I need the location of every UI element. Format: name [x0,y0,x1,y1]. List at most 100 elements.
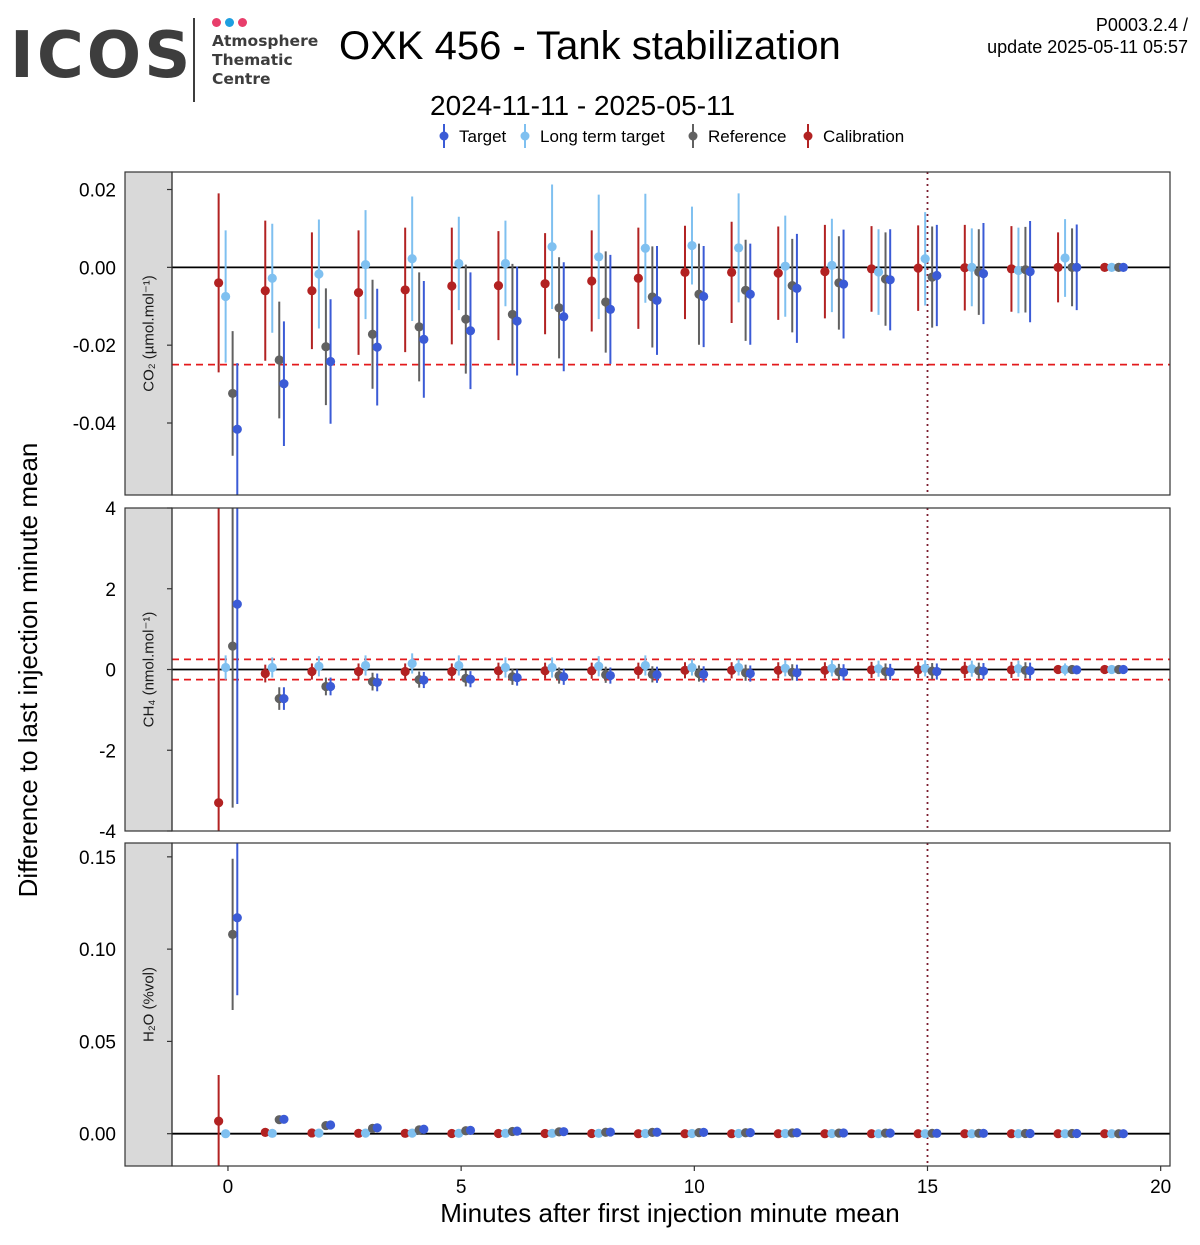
data-point [228,929,238,939]
data-point [633,666,643,676]
data-point [978,268,989,279]
data-point [512,316,522,326]
y-tick-label: 4 [105,499,116,520]
data-point [540,279,550,289]
data-point [353,288,364,298]
x-tick-label: 5 [456,1177,467,1198]
y-tick-label: -0.04 [73,414,117,435]
data-point [353,666,364,677]
data-point [1072,262,1082,272]
panel-strip [124,842,173,1167]
data-point [274,355,284,365]
data-point [407,254,417,264]
data-point [325,1120,336,1130]
data-point [640,660,650,671]
data-point [605,670,615,681]
data-point [360,260,371,270]
data-point [260,1127,270,1138]
data-point [267,662,277,673]
data-point [640,1128,650,1139]
data-point [885,275,895,285]
data-point [360,660,371,671]
data-point [228,388,238,399]
data-point [838,1128,849,1138]
y-tick-label: -2 [99,741,116,762]
y-tick-label: 0.15 [79,848,116,869]
data-point [500,1128,511,1138]
data-point [547,1128,557,1138]
y-tick-label: -0.02 [73,336,116,357]
data-point [680,665,690,675]
data-point [838,667,849,677]
data-point [873,267,884,277]
version-info: P0003.2.4 / update 2025-05-11 05:57 [987,14,1188,58]
data-point [500,258,511,269]
logo-dot-3 [238,18,247,27]
data-point [1053,664,1063,675]
data-point [214,798,224,808]
panel-frame [171,171,1171,496]
data-point [554,303,564,313]
data-point [221,662,231,673]
data-point [307,666,317,677]
data-point [913,263,923,273]
data-point [913,1129,923,1139]
data-point [920,1129,930,1139]
data-point [1107,1129,1117,1139]
legend-swatch-dot [439,131,449,141]
data-point [699,1127,709,1138]
data-point [652,295,662,306]
y-tick-label: -4 [99,822,116,843]
data-point [547,242,557,252]
data-point [454,1128,464,1138]
data-point [1072,665,1082,675]
logo-dot-1 [212,18,221,27]
data-point [652,1127,662,1137]
data-point [734,243,744,253]
x-axis: 0 5 10 15 20 Minutes after first injection mi… [223,1166,1171,1228]
data-point [307,286,317,296]
data-point [447,1128,457,1139]
data-point [734,1128,744,1139]
panel-frame [171,842,1171,1167]
legend-swatch-dot [688,131,698,141]
data-point [1072,1128,1082,1139]
data-point [885,667,895,677]
data-point [932,1128,942,1138]
data-point [866,264,877,274]
data-point [587,1128,597,1139]
data-point [307,1128,317,1138]
data-point [559,1127,569,1137]
data-point [967,1129,977,1139]
data-point [260,286,270,296]
data-point [913,665,923,675]
data-point [465,326,476,336]
data-point [1053,262,1063,272]
data-point [827,663,837,673]
y-tick-label: 0.02 [79,181,116,202]
legend: Target Long term target Reference Calibrati… [439,124,904,148]
legend-item-calibration: Calibration [803,124,904,148]
data-point [594,661,604,671]
data-point [820,1129,830,1139]
chart-subtitle: 2024-11-11 - 2025-05-11 [430,90,736,121]
data-point [960,263,970,273]
data-point [773,665,783,675]
data-point [773,1129,783,1139]
y-tick-label: 0.10 [79,940,116,961]
panel-strip [124,507,173,832]
panel-ch4: CH₄ (nmol.mol⁻¹) -4 -2 0 2 4 [99,499,1171,843]
data-point [687,1128,697,1139]
x-axis-title: Minutes after first injection minute mea… [440,1198,900,1228]
panel-strip-label: H₂O (%vol) [141,967,158,1042]
data-point [353,1128,364,1138]
data-point [1013,664,1024,674]
data-point [414,322,424,332]
data-point [1107,262,1117,272]
panel-plot-area [172,508,1170,831]
data-point [745,1127,755,1138]
data-point [1006,264,1017,274]
data-point [1060,253,1070,263]
data-point [1006,1129,1017,1139]
